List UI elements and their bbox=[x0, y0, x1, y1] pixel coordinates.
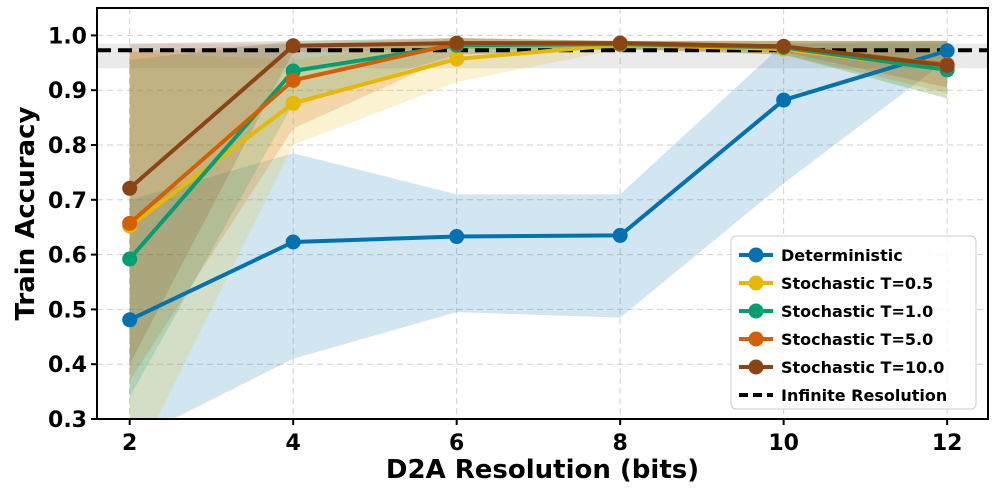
legend: Deterministic Stochastic T=0.5 Stochastic … bbox=[730, 235, 977, 410]
data-point bbox=[122, 312, 138, 328]
x-tick-label: 8 bbox=[612, 431, 627, 456]
x-tick-label: 12 bbox=[932, 431, 963, 456]
y-tick-label: 0.3 bbox=[48, 408, 87, 433]
data-point bbox=[285, 38, 301, 54]
legend-swatch-marker bbox=[748, 359, 764, 375]
legend-label: Stochastic T=1.0 bbox=[781, 302, 933, 321]
legend-label: Stochastic T=5.0 bbox=[781, 330, 933, 349]
y-axis-label: Train Accuracy bbox=[11, 106, 41, 320]
data-point bbox=[449, 35, 465, 51]
data-point bbox=[776, 92, 792, 108]
series-line-0 bbox=[128, 48, 948, 322]
data-point bbox=[285, 234, 301, 250]
x-tick-label: 6 bbox=[449, 431, 464, 456]
data-point bbox=[285, 95, 301, 111]
legend-entry: Stochastic T=10.0 bbox=[739, 358, 944, 377]
axis-ticks: 2 4 6 8 10 12 0.3 0.4 0.5 0.6 0.7 0.8 0.9 1.0 bbox=[48, 24, 962, 456]
legend-entry: Stochastic T=5.0 bbox=[739, 330, 933, 349]
data-point bbox=[122, 251, 138, 267]
series-points bbox=[122, 35, 955, 328]
legend-label: Deterministic bbox=[781, 246, 903, 265]
y-tick-label: 1.0 bbox=[48, 24, 87, 49]
data-point bbox=[612, 35, 628, 51]
data-point bbox=[776, 38, 792, 54]
legend-swatch-marker bbox=[748, 247, 764, 263]
data-point bbox=[122, 180, 138, 196]
legend-box bbox=[730, 235, 977, 410]
legend-entry: Infinite Resolution bbox=[739, 386, 947, 405]
y-tick-label: 0.6 bbox=[48, 244, 87, 269]
legend-label: Stochastic T=10.0 bbox=[781, 358, 944, 377]
data-point bbox=[449, 229, 465, 245]
y-tick-label: 0.8 bbox=[48, 134, 87, 159]
confidence-band-4 bbox=[129, 38, 948, 365]
x-axis-label: D2A Resolution (bits) bbox=[386, 455, 699, 485]
y-tick-label: 0.5 bbox=[48, 298, 87, 323]
legend-label: Infinite Resolution bbox=[781, 386, 947, 405]
legend-entry: Stochastic T=1.0 bbox=[739, 302, 933, 321]
data-point bbox=[122, 215, 138, 231]
series-lines bbox=[128, 41, 948, 322]
data-point bbox=[939, 58, 955, 74]
x-tick-label: 10 bbox=[768, 431, 799, 456]
legend-swatch-marker bbox=[748, 275, 764, 291]
y-tick-label: 0.4 bbox=[48, 353, 87, 378]
data-point bbox=[285, 72, 301, 88]
legend-label: Stochastic T=0.5 bbox=[781, 274, 933, 293]
y-tick-label: 0.9 bbox=[48, 79, 87, 104]
x-tick-label: 4 bbox=[286, 431, 301, 456]
legend-swatch-marker bbox=[748, 303, 764, 319]
data-point bbox=[939, 43, 955, 59]
legend-entry: Stochastic T=0.5 bbox=[739, 274, 933, 293]
plot-frame bbox=[96, 7, 989, 420]
x-tick-label: 2 bbox=[122, 431, 137, 456]
y-tick-label: 0.7 bbox=[48, 189, 87, 214]
legend-swatch-marker bbox=[748, 331, 764, 347]
confidence-band-3 bbox=[129, 38, 948, 381]
data-point bbox=[612, 227, 628, 243]
data-point bbox=[449, 51, 465, 67]
legend-entry: Deterministic bbox=[739, 246, 903, 265]
series-line-4 bbox=[128, 41, 948, 190]
